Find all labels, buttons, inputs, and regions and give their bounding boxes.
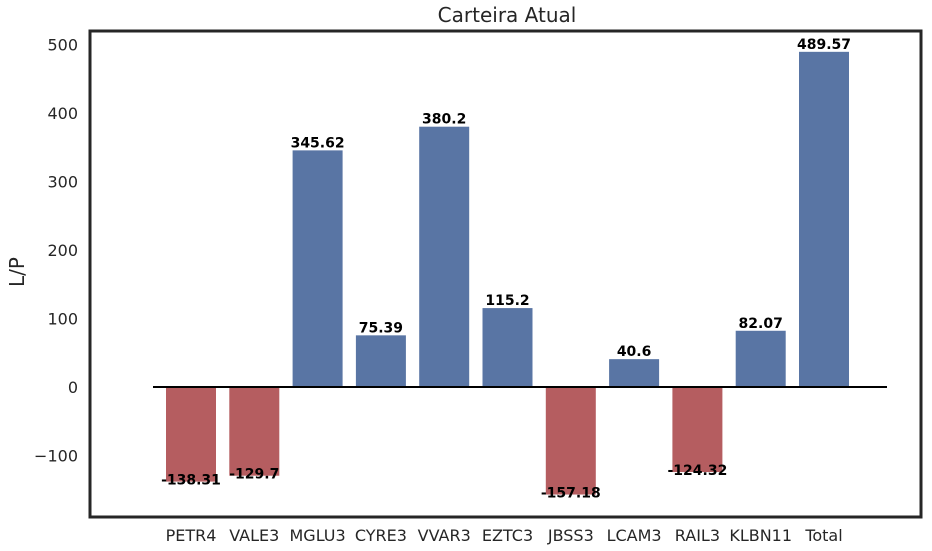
y-axis-label: L/P — [5, 257, 29, 287]
bar-vvar3 — [419, 126, 470, 387]
plot-frame — [88, 29, 923, 519]
y-tick-label: −100 — [34, 446, 78, 465]
x-tick-label: LCAM3 — [607, 526, 662, 545]
data-label: 40.6 — [617, 344, 652, 360]
bar-cyre3 — [355, 335, 406, 387]
x-tick-label: MGLU3 — [289, 526, 345, 545]
y-tick-label: 500 — [47, 36, 78, 55]
data-label: 75.39 — [359, 320, 403, 336]
data-label: 115.2 — [485, 293, 529, 309]
bar-lcam3 — [609, 359, 660, 387]
x-tick-label: VALE3 — [229, 526, 279, 545]
data-label: 82.07 — [739, 316, 783, 332]
x-tick-labels: PETR4 VALE3 MGLU3 CYRE3 VVAR3 EZTC3 JBSS3 LCAM3… — [166, 526, 843, 545]
y-tick-label: 0 — [68, 378, 78, 397]
data-label: 489.57 — [797, 37, 851, 53]
bar-jbss3 — [545, 386, 596, 495]
x-tick-label: CYRE3 — [355, 526, 407, 545]
x-tick-label: RAIL3 — [675, 526, 720, 545]
y-tick-label: 300 — [47, 173, 78, 192]
bar-rail3 — [672, 386, 723, 473]
bar-klbn11 — [735, 330, 786, 387]
data-label: -157.18 — [541, 486, 601, 502]
bar-mglu3 — [292, 150, 343, 387]
bar-petr4 — [166, 386, 216, 482]
x-tick-label: PETR4 — [166, 526, 217, 545]
y-tick-labels: −100 0 100 200 300 400 500 — [34, 36, 78, 466]
data-label: -138.31 — [161, 473, 221, 489]
bar-vale3 — [229, 386, 280, 476]
data-labels: -138.31 -129.7 345.62 75.39 380.2 115.2 -157.1… — [161, 37, 851, 502]
y-tick-label: 400 — [47, 104, 78, 123]
x-tick-label: EZTC3 — [482, 526, 533, 545]
chart-title: Carteira Atual — [438, 3, 577, 27]
x-tick-label: KLBN11 — [729, 526, 792, 545]
data-label: -124.32 — [667, 463, 727, 479]
bars-group — [166, 51, 849, 495]
x-tick-label: JBSS3 — [547, 526, 594, 545]
x-tick-label: Total — [804, 526, 842, 545]
y-tick-label: 100 — [47, 309, 78, 328]
data-label: 345.62 — [291, 135, 345, 151]
y-tick-label: 200 — [47, 241, 78, 260]
data-label: 380.2 — [422, 112, 466, 128]
bar-eztc3 — [482, 308, 533, 387]
x-tick-label: VVAR3 — [418, 526, 471, 545]
bar-total — [799, 51, 849, 387]
data-label: -129.7 — [229, 467, 279, 483]
